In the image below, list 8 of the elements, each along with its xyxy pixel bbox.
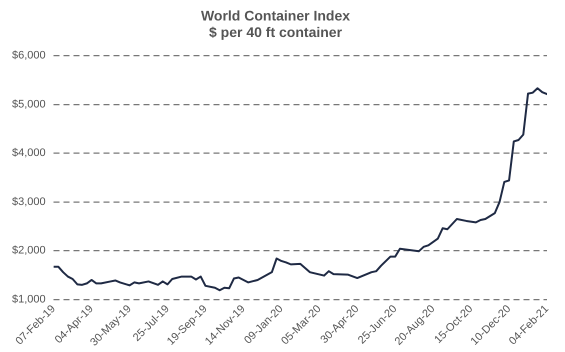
y-tick-label: $3,000: [12, 196, 46, 208]
y-tick-label: $6,000: [12, 50, 46, 62]
chart-subtitle: $ per 40 ft container: [208, 24, 343, 40]
chart-title: World Container Index: [200, 7, 350, 24]
y-tick-label: $4,000: [12, 147, 46, 160]
y-tick-label: $5,000: [12, 98, 46, 110]
y-tick-label: $1,000: [12, 294, 46, 306]
y-tick-label: $2,000: [12, 244, 46, 257]
